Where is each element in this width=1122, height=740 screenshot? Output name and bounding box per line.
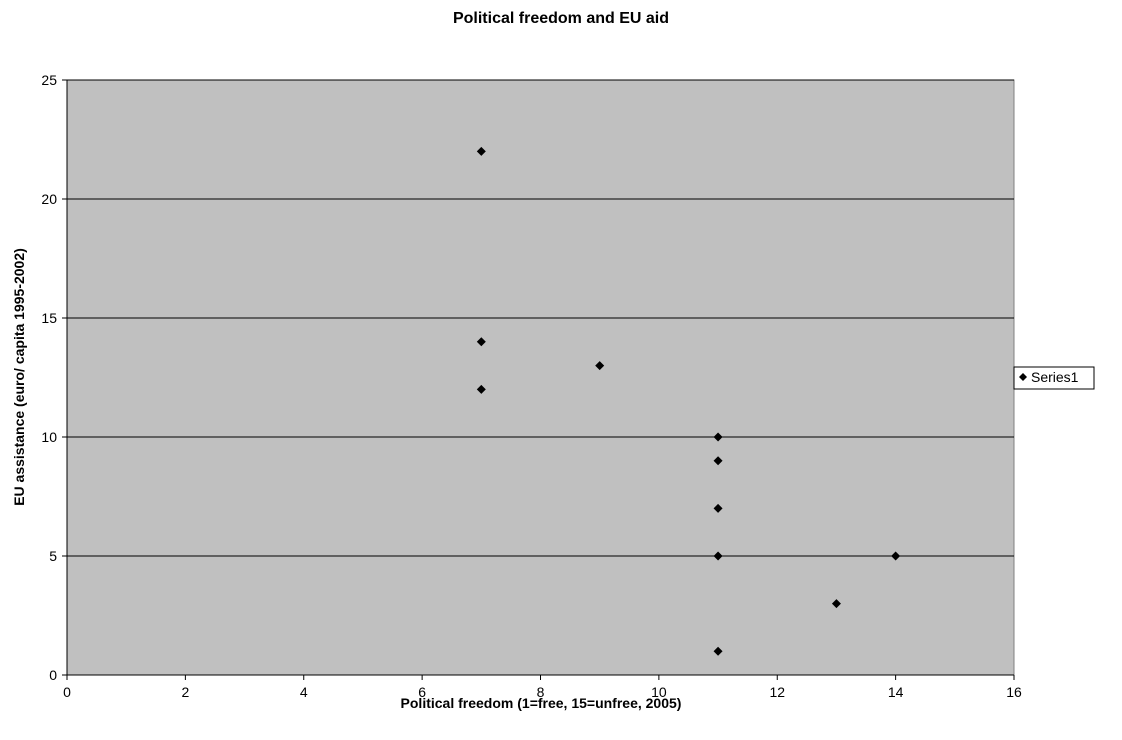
x-tick-label-4: 4 xyxy=(300,684,308,700)
data-point-0-3 xyxy=(595,361,605,371)
chart-title: Political freedom and EU aid xyxy=(453,10,669,27)
x-tick-label-6: 6 xyxy=(418,684,426,700)
legend: Series1 xyxy=(1013,366,1095,390)
legend-label-series1: Series1 xyxy=(1031,369,1079,385)
x-tick-label-12: 12 xyxy=(769,684,785,700)
data-point-0-1 xyxy=(476,337,486,347)
data-points xyxy=(476,146,901,656)
x-tick-label-14: 14 xyxy=(888,684,904,700)
data-point-0-4 xyxy=(713,432,723,442)
x-tick-label-10: 10 xyxy=(651,684,667,700)
data-point-0-7 xyxy=(713,551,723,561)
x-tick-label-0: 0 xyxy=(63,684,71,700)
y-tick-label-15: 15 xyxy=(41,310,57,326)
plot-area xyxy=(66,79,1015,676)
y-axis-ticks: 0 5 10 15 20 25 xyxy=(41,72,67,683)
data-point-0-8 xyxy=(713,646,723,656)
x-axis-label: Political freedom (1=free, 15=unfree, 20… xyxy=(401,695,682,711)
y-axis-label: EU assistance (euro/ capita 1995-2002) xyxy=(11,248,27,506)
legend-marker xyxy=(1019,373,1027,381)
data-point-0-0 xyxy=(476,146,486,156)
data-point-0-10 xyxy=(891,551,901,561)
y-tick-label-20: 20 xyxy=(41,191,57,207)
x-tick-label-2: 2 xyxy=(181,684,189,700)
data-point-0-2 xyxy=(476,384,486,394)
y-tick-label-0: 0 xyxy=(49,667,57,683)
data-point-0-5 xyxy=(713,456,723,466)
x-tick-label-8: 8 xyxy=(537,684,545,700)
y-tick-label-5: 5 xyxy=(49,548,57,564)
data-point-0-9 xyxy=(831,599,841,609)
y-tick-label-10: 10 xyxy=(41,429,57,445)
legend-box xyxy=(1013,366,1095,390)
x-tick-label-16: 16 xyxy=(1006,684,1022,700)
x-axis-ticks: 0 2 4 6 8 10 12 14 16 xyxy=(63,675,1022,700)
y-tick-label-25: 25 xyxy=(41,72,57,88)
data-point-0-6 xyxy=(713,503,723,513)
gridlines xyxy=(67,79,1014,557)
